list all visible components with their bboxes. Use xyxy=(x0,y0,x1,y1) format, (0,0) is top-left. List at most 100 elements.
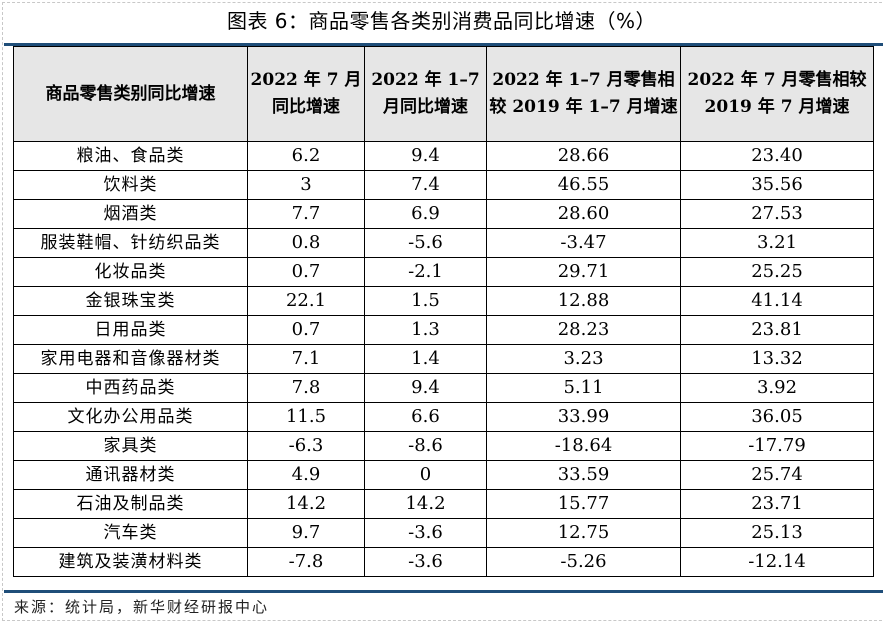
jul-yoy-cell: 3 xyxy=(247,170,365,200)
jan-jul-vs-2019-cell: -5.26 xyxy=(486,547,681,577)
jan-jul-yoy-cell: 1.3 xyxy=(364,315,487,345)
jan-jul-vs-2019-cell: 33.99 xyxy=(486,402,681,432)
jan-jul-vs-2019-cell: 12.75 xyxy=(486,518,681,548)
jul-yoy-cell: 7.8 xyxy=(247,373,365,403)
category-cell: 烟酒类 xyxy=(13,199,248,229)
category-cell: 通讯器材类 xyxy=(13,460,248,490)
jan-jul-yoy-cell: 7.4 xyxy=(364,170,487,200)
jan-jul-vs-2019-cell: 15.77 xyxy=(486,489,681,519)
header-jan-jul-vs-2019: 2022 年 1–7 月零售相较 2019 年 1–7 月增速 xyxy=(486,46,681,142)
jan-jul-yoy-cell: 0 xyxy=(364,460,487,490)
jul-vs-2019-cell: 25.13 xyxy=(680,518,874,548)
jan-jul-yoy-cell: 14.2 xyxy=(364,489,487,519)
header-jul-yoy: 2022 年 7 月同比增速 xyxy=(247,46,365,142)
source-note: 来源：统计局，新华财经研报中心 xyxy=(14,598,270,616)
jan-jul-vs-2019-cell: 46.55 xyxy=(486,170,681,200)
jan-jul-yoy-cell: 6.9 xyxy=(364,199,487,229)
jan-jul-vs-2019-cell: 5.11 xyxy=(486,373,681,403)
table-row: 日用品类 0.7 1.3 28.23 23.81 xyxy=(13,315,874,345)
header-jul-vs-2019: 2022 年 7 月零售相较 2019 年 7 月增速 xyxy=(680,46,874,142)
jan-jul-yoy-cell: 1.4 xyxy=(364,344,487,374)
jul-vs-2019-cell: 23.71 xyxy=(680,489,874,519)
jul-yoy-cell: 7.7 xyxy=(247,199,365,229)
figure-title: 图表 6：商品零售各类别消费品同比增速（%） xyxy=(226,9,657,33)
table-row: 服装鞋帽、针纺织品类 0.8 -5.6 -3.47 3.21 xyxy=(13,228,874,258)
jan-jul-vs-2019-cell: 28.23 xyxy=(486,315,681,345)
table-row: 化妆品类 0.7 -2.1 29.71 25.25 xyxy=(13,257,874,287)
jul-yoy-cell: 6.2 xyxy=(247,141,365,171)
category-cell: 中西药品类 xyxy=(13,373,248,403)
jul-vs-2019-cell: 3.21 xyxy=(680,228,874,258)
jan-jul-vs-2019-cell: 28.66 xyxy=(486,141,681,171)
category-cell: 服装鞋帽、针纺织品类 xyxy=(13,228,248,258)
jul-vs-2019-cell: 41.14 xyxy=(680,286,874,316)
category-cell: 家用电器和音像器材类 xyxy=(13,344,248,374)
category-cell: 金银珠宝类 xyxy=(13,286,248,316)
jul-yoy-cell: 0.7 xyxy=(247,257,365,287)
jan-jul-vs-2019-cell: 33.59 xyxy=(486,460,681,490)
jul-vs-2019-cell: 23.81 xyxy=(680,315,874,345)
jan-jul-vs-2019-cell: 3.23 xyxy=(486,344,681,374)
jul-yoy-cell: -6.3 xyxy=(247,431,365,461)
jan-jul-yoy-cell: -5.6 xyxy=(364,228,487,258)
jul-vs-2019-cell: 3.92 xyxy=(680,373,874,403)
title-divider xyxy=(4,43,883,46)
jul-yoy-cell: 0.8 xyxy=(247,228,365,258)
jul-yoy-cell: 9.7 xyxy=(247,518,365,548)
header-jan-jul-yoy: 2022 年 1–7 月同比增速 xyxy=(364,46,487,142)
jul-vs-2019-cell: -17.79 xyxy=(680,431,874,461)
jul-yoy-cell: 11.5 xyxy=(247,402,365,432)
jan-jul-vs-2019-cell: -18.64 xyxy=(486,431,681,461)
jan-jul-vs-2019-cell: 29.71 xyxy=(486,257,681,287)
jan-jul-yoy-cell: -3.6 xyxy=(364,547,487,577)
category-cell: 化妆品类 xyxy=(13,257,248,287)
jan-jul-vs-2019-cell: 12.88 xyxy=(486,286,681,316)
table-row: 烟酒类 7.7 6.9 28.60 27.53 xyxy=(13,199,874,229)
table-row: 金银珠宝类 22.1 1.5 12.88 41.14 xyxy=(13,286,874,316)
jul-yoy-cell: 14.2 xyxy=(247,489,365,519)
category-cell: 日用品类 xyxy=(13,315,248,345)
jan-jul-vs-2019-cell: 28.60 xyxy=(486,199,681,229)
table-row: 文化办公用品类 11.5 6.6 33.99 36.05 xyxy=(13,402,874,432)
table-row: 通讯器材类 4.9 0 33.59 25.74 xyxy=(13,460,874,490)
jul-yoy-cell: 0.7 xyxy=(247,315,365,345)
jul-yoy-cell: 7.1 xyxy=(247,344,365,374)
table-body: 粮油、食品类 6.2 9.4 28.66 23.40 饮料类 3 7.4 46.55 35.56 烟… xyxy=(13,141,874,577)
jan-jul-yoy-cell: -8.6 xyxy=(364,431,487,461)
jan-jul-yoy-cell: 6.6 xyxy=(364,402,487,432)
category-cell: 家具类 xyxy=(13,431,248,461)
footer-divider xyxy=(4,590,883,593)
jul-vs-2019-cell: 23.40 xyxy=(680,141,874,171)
category-cell: 建筑及装潢材料类 xyxy=(13,547,248,577)
retail-growth-table: 商品零售类别同比增速 2022 年 7 月同比增速 2022 年 1–7 月同比… xyxy=(13,46,874,577)
table-row: 家具类 -6.3 -8.6 -18.64 -17.79 xyxy=(13,431,874,461)
jul-yoy-cell: 22.1 xyxy=(247,286,365,316)
jul-vs-2019-cell: 27.53 xyxy=(680,199,874,229)
table-row: 汽车类 9.7 -3.6 12.75 25.13 xyxy=(13,518,874,548)
category-cell: 饮料类 xyxy=(13,170,248,200)
table-row: 石油及制品类 14.2 14.2 15.77 23.71 xyxy=(13,489,874,519)
table-row: 建筑及装潢材料类 -7.8 -3.6 -5.26 -12.14 xyxy=(13,547,874,577)
category-cell: 粮油、食品类 xyxy=(13,141,248,171)
jul-vs-2019-cell: 13.32 xyxy=(680,344,874,374)
jan-jul-yoy-cell: 9.4 xyxy=(364,373,487,403)
category-cell: 汽车类 xyxy=(13,518,248,548)
jan-jul-yoy-cell: -2.1 xyxy=(364,257,487,287)
jul-vs-2019-cell: 25.25 xyxy=(680,257,874,287)
jul-vs-2019-cell: 35.56 xyxy=(680,170,874,200)
table-row: 中西药品类 7.8 9.4 5.11 3.92 xyxy=(13,373,874,403)
header-category: 商品零售类别同比增速 xyxy=(13,46,248,142)
jul-vs-2019-cell: -12.14 xyxy=(680,547,874,577)
table-row: 家用电器和音像器材类 7.1 1.4 3.23 13.32 xyxy=(13,344,874,374)
table-row: 粮油、食品类 6.2 9.4 28.66 23.40 xyxy=(13,141,874,171)
category-cell: 石油及制品类 xyxy=(13,489,248,519)
jul-vs-2019-cell: 36.05 xyxy=(680,402,874,432)
jul-yoy-cell: 4.9 xyxy=(247,460,365,490)
category-cell: 文化办公用品类 xyxy=(13,402,248,432)
jul-yoy-cell: -7.8 xyxy=(247,547,365,577)
jan-jul-yoy-cell: 9.4 xyxy=(364,141,487,171)
jan-jul-yoy-cell: 1.5 xyxy=(364,286,487,316)
table-row: 饮料类 3 7.4 46.55 35.56 xyxy=(13,170,874,200)
jul-vs-2019-cell: 25.74 xyxy=(680,460,874,490)
